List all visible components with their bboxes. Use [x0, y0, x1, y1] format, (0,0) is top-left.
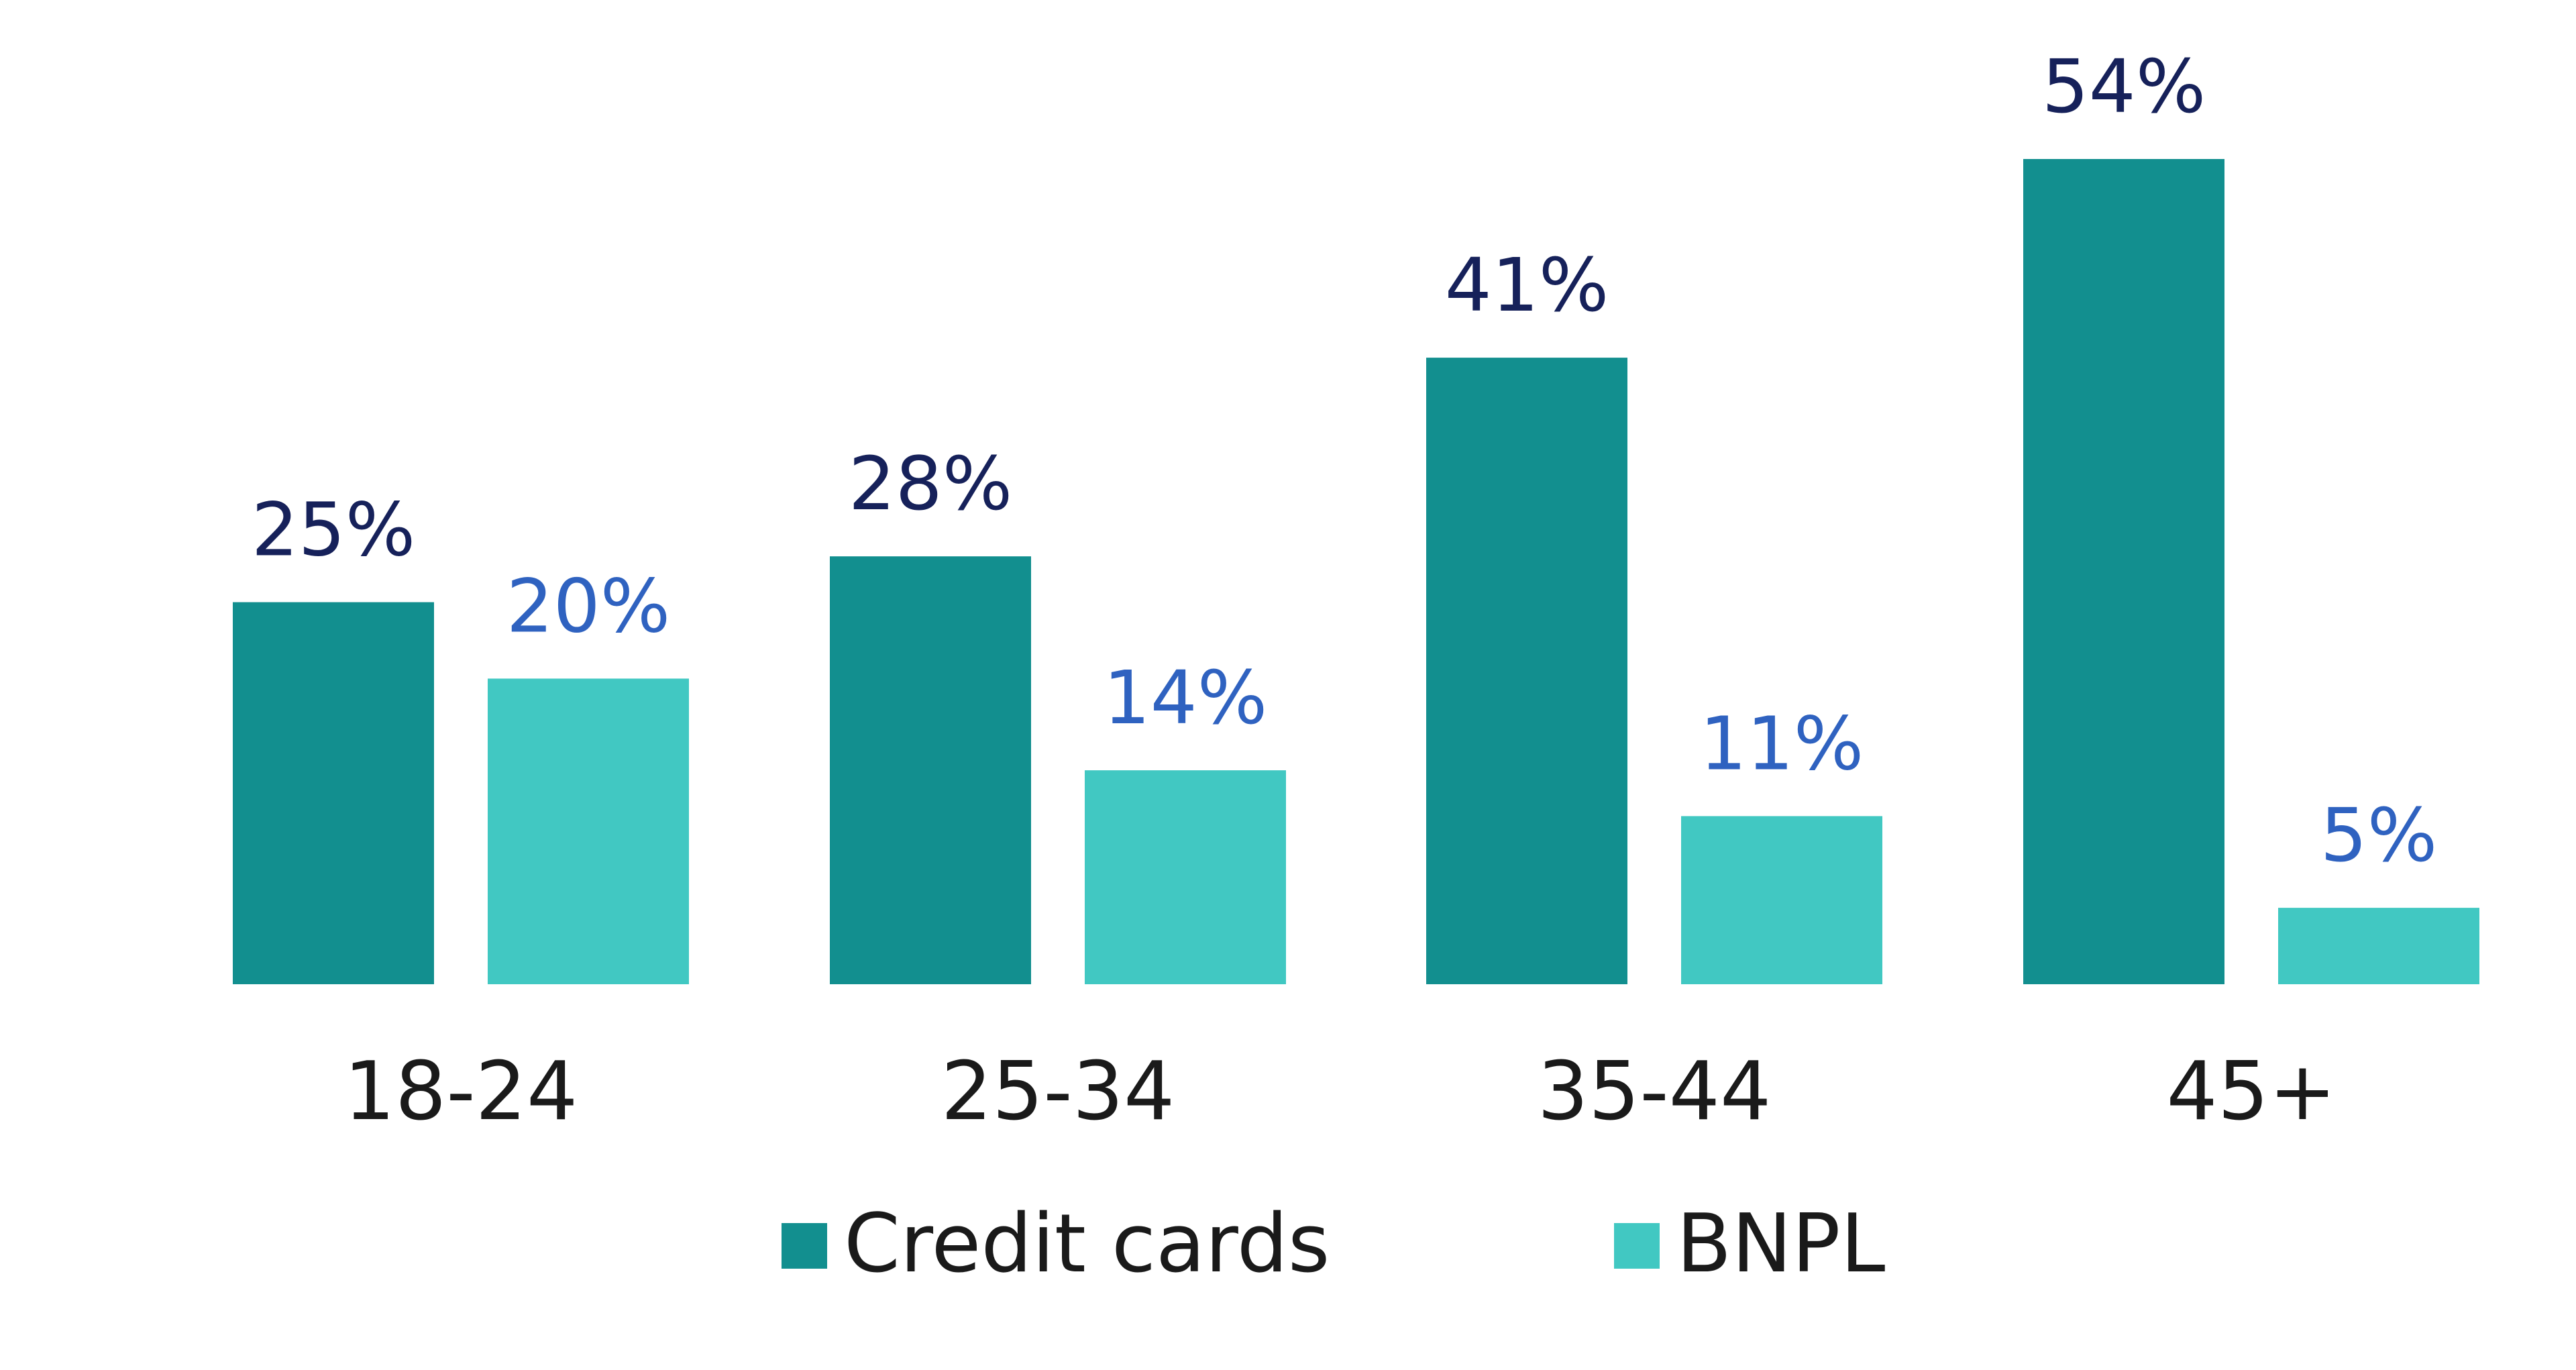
x-tick-label-18-24: 18-24 [344, 1045, 578, 1139]
value-labels-group: 25% 20% 28% 14% 41% 11% 54% 5% [252, 44, 2438, 878]
x-tick-label-25-34: 25-34 [941, 1045, 1175, 1139]
data-label-credit-cards-18-24: 25% [252, 487, 416, 573]
legend-label-credit-cards: Credit cards [844, 1198, 1330, 1291]
data-label-bnpl-35-44: 11% [1700, 700, 1864, 786]
bar-bnpl-25-34 [1085, 770, 1286, 984]
bar-credit-cards-25-34 [830, 556, 1031, 984]
legend-swatch-credit-cards [782, 1223, 827, 1269]
legend-item-credit-cards: Credit cards [782, 1198, 1330, 1291]
legend: Credit cards BNPL [782, 1198, 1885, 1291]
data-label-credit-cards-45: 54% [2042, 44, 2206, 129]
x-tick-label-35-44: 35-44 [1538, 1045, 1772, 1139]
bar-credit-cards-18-24 [233, 602, 434, 984]
legend-swatch-bnpl [1614, 1223, 1660, 1269]
data-label-bnpl-25-34: 14% [1104, 655, 1268, 741]
category-labels-group: 18-24 25-34 35-44 45+ [344, 1045, 2337, 1139]
bar-credit-cards-45 [2023, 159, 2224, 984]
bars-group [233, 159, 2479, 984]
data-label-credit-cards-35-44: 41% [1445, 242, 1609, 328]
data-label-credit-cards-25-34: 28% [849, 441, 1013, 527]
bar-credit-cards-35-44 [1426, 358, 1627, 984]
legend-label-bnpl: BNPL [1676, 1198, 1885, 1291]
bar-bnpl-18-24 [488, 678, 689, 984]
bar-bnpl-35-44 [1681, 816, 1882, 984]
x-tick-label-45: 45+ [2166, 1045, 2336, 1139]
data-label-bnpl-45: 5% [2320, 792, 2438, 878]
legend-item-bnpl: BNPL [1614, 1198, 1885, 1291]
data-label-bnpl-18-24: 20% [506, 563, 671, 649]
bar-bnpl-45 [2278, 908, 2479, 984]
